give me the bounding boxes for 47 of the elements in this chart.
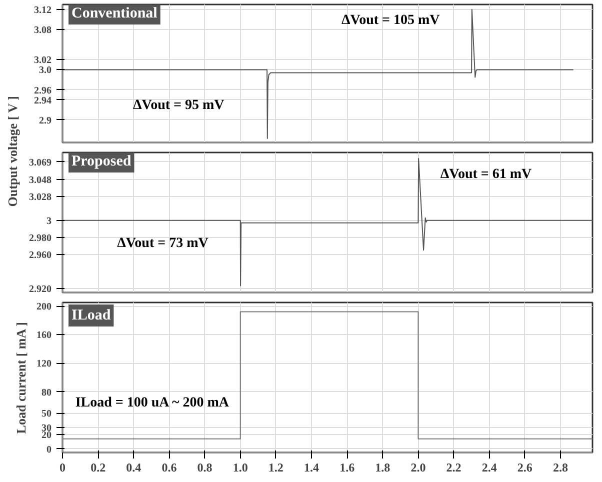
- y-tick-label: 3.08: [34, 25, 52, 36]
- annotation: ΔVout = 73 mV: [117, 236, 208, 252]
- annotation: ΔVout = 61 mV: [440, 166, 532, 182]
- y-tick-label: 50: [42, 408, 52, 420]
- x-tick-label: 2.6: [517, 460, 532, 474]
- x-tick-label: 2.8: [552, 460, 568, 474]
- x-tick-label: 1.4: [304, 460, 319, 474]
- x-tick-label: 2.0: [410, 460, 426, 474]
- y-tick-label: 2.96: [34, 85, 52, 96]
- x-tick-label: 0.6: [162, 460, 177, 474]
- y-tick-label: 3.028: [29, 192, 52, 204]
- x-tick-label: 0.8: [197, 460, 212, 474]
- y-tick-label: 160: [36, 330, 52, 342]
- y-tick-label: 2.9: [39, 115, 52, 126]
- chart-title: Proposed: [72, 154, 132, 170]
- y-tick-label: 3.069: [29, 157, 52, 168]
- annotation: ILoad = 100 uA ~ 200 mA: [75, 396, 230, 410]
- chart-title: ILoad: [72, 308, 112, 324]
- y-axis-title: Load current [ mA ]: [14, 322, 28, 434]
- y-tick-label: 2.94: [34, 95, 52, 106]
- y-tick-label: 0: [46, 444, 52, 456]
- y-tick-label: 3: [46, 216, 52, 227]
- y-tick-label: 3.12: [34, 5, 52, 16]
- y-tick-label: 80: [42, 387, 52, 398]
- y-axis-title: Output voltage [ V ]: [5, 96, 20, 207]
- x-tick-label: 1.2: [268, 460, 284, 474]
- y-tick-label: 3.02: [34, 55, 52, 66]
- y-tick-label: 2.920: [29, 284, 52, 295]
- y-tick-label: 2.960: [29, 250, 52, 261]
- x-tick-label: 2.4: [482, 460, 497, 474]
- x-tick-label: 0: [60, 460, 66, 474]
- y-tick-label: 3.048: [29, 175, 52, 186]
- x-tick-label: 1.0: [232, 460, 248, 474]
- x-tick-label: 0.4: [126, 460, 142, 474]
- y-tick-label: 120: [36, 358, 52, 370]
- line-series: [62, 9, 574, 139]
- x-tick-label: 1.8: [375, 460, 390, 474]
- y-tick-label: 200: [36, 302, 52, 313]
- x-tick-label: 1.6: [340, 460, 355, 474]
- y-tick-label: 2.980: [29, 232, 52, 244]
- annotation: ΔVout = 95 mV: [132, 98, 224, 114]
- x-tick-label: 0.2: [90, 460, 106, 474]
- chart-title: Conventional: [72, 6, 158, 22]
- x-tick-label: 2.2: [446, 460, 462, 474]
- y-tick-label: 3.0: [39, 65, 52, 76]
- y-tick-label: 20: [42, 430, 52, 442]
- annotation: ΔVout = 105 mV: [341, 12, 440, 28]
